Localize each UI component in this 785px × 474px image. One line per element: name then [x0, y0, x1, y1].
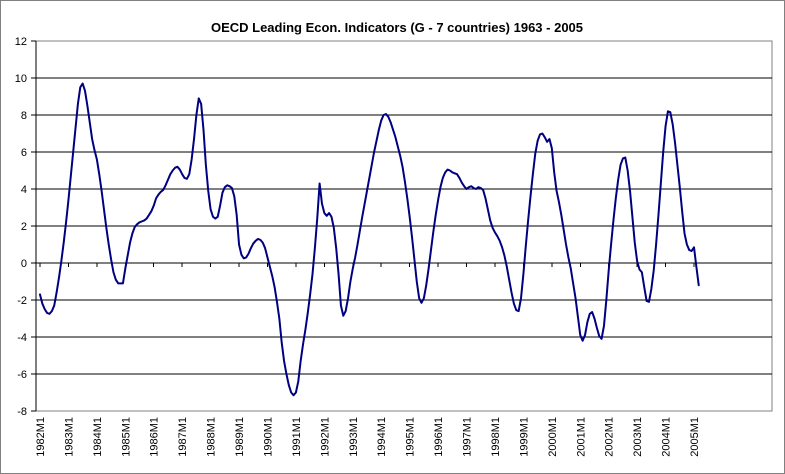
x-axis-tick-label: 1990M1 — [262, 417, 274, 457]
x-axis-tick-label: 1983M1 — [63, 417, 75, 457]
indicator-series-line — [39, 82, 700, 397]
y-axis-tick-label: -8 — [17, 406, 27, 418]
x-axis-tick-label: 1995M1 — [405, 417, 417, 457]
x-axis-tick-label: 1988M1 — [206, 417, 218, 457]
x-axis-tick-label: 1999M1 — [518, 417, 530, 457]
y-axis-tick-label: -4 — [17, 332, 27, 344]
x-axis-tick-label: 1984M1 — [92, 417, 104, 457]
data-series-line — [39, 82, 700, 397]
x-axis-tick-label: 2001M1 — [575, 417, 587, 457]
y-axis-tick-label: -6 — [17, 369, 27, 381]
y-axis-tick-label: -2 — [17, 295, 27, 307]
y-axis-tick-label: 2 — [21, 221, 27, 233]
x-axis-tick-label: 1985M1 — [120, 417, 132, 457]
x-axis-tick-label: 1994M1 — [376, 417, 388, 457]
x-axis-tick-label: 1991M1 — [291, 417, 303, 457]
x-axis-tick-label: 1982M1 — [35, 417, 47, 457]
x-axis-tick-label: 1986M1 — [149, 417, 161, 457]
x-axis-tick-label: 1996M1 — [433, 417, 445, 457]
y-axis-tick-label: 6 — [21, 147, 27, 159]
x-axis-tick-label: 1987M1 — [177, 417, 189, 457]
y-axis-labels: 12 10 8 6 4 2 0 -2 -4 -6 -8 — [15, 36, 27, 418]
y-axis-tick-label: 12 — [15, 36, 27, 48]
x-axis-tick-label: 2004M1 — [661, 417, 673, 457]
x-axis-tick-label: 1998M1 — [490, 417, 502, 457]
y-axis-tick-label: 4 — [21, 184, 27, 196]
x-axis-labels: 1982M1 1983M1 1984M1 1985M1 1986M1 1987M1 1988… — [35, 417, 701, 457]
x-axis-tick-label: 1993M1 — [348, 417, 360, 457]
x-axis-tick-label: 1997M1 — [462, 417, 474, 457]
x-axis-tick-label: 2005M1 — [689, 417, 701, 457]
chart-title: OECD Leading Econ. Indicators (G - 7 cou… — [211, 20, 583, 35]
x-axis-tick-label: 1989M1 — [234, 417, 246, 457]
y-axis-tick-label: 8 — [21, 110, 27, 122]
y-axis-tick-label: 10 — [15, 73, 27, 85]
y-axis-tick-label: 0 — [21, 258, 27, 270]
x-axis-tick-label: 2000M1 — [547, 417, 559, 457]
x-axis-tick-label: 2003M1 — [632, 417, 644, 457]
x-axis-tick-label: 1992M1 — [319, 417, 331, 457]
x-axis-tick-label: 2002M1 — [604, 417, 616, 457]
